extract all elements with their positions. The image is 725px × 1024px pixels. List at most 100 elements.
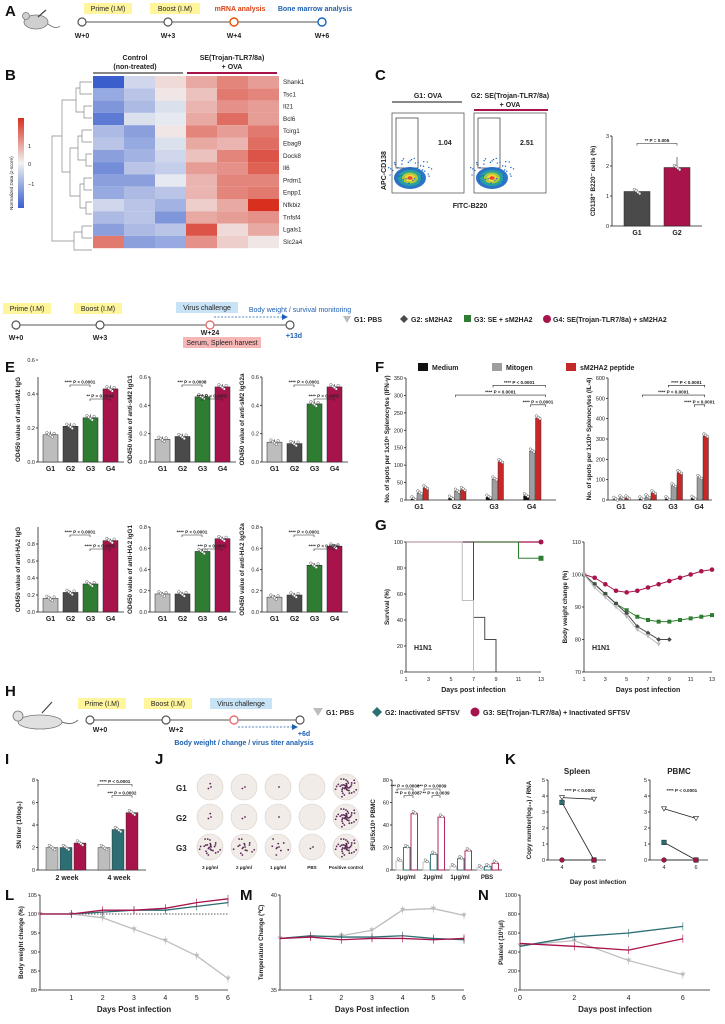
flow1-density-scatter bbox=[420, 177, 423, 179]
j-tick-label: 0 bbox=[386, 868, 389, 874]
lmn-line-g1 bbox=[40, 913, 229, 980]
e-dot bbox=[334, 387, 338, 391]
flow1-density-scatter bbox=[394, 162, 396, 164]
flow2-density-scatter bbox=[484, 158, 487, 160]
e-dot bbox=[224, 384, 228, 388]
flow1-density-scatter bbox=[423, 160, 425, 163]
flow2-density-scatter bbox=[483, 163, 485, 165]
e-sig-bracket bbox=[293, 534, 315, 537]
heatmap-cell bbox=[124, 76, 155, 89]
j-spot bbox=[217, 850, 219, 853]
lmn-xtick: 3 bbox=[132, 995, 136, 1002]
heatmap-cell bbox=[93, 211, 124, 224]
e-y-label: OD450 value of anti-HA2 IgG2a bbox=[239, 523, 246, 616]
flow2-density-scatter bbox=[490, 182, 492, 184]
j-well bbox=[230, 803, 258, 831]
e-bar bbox=[82, 417, 99, 463]
e-dot bbox=[314, 565, 318, 569]
g-wt-point bbox=[688, 572, 693, 577]
i-bar bbox=[125, 812, 139, 871]
c-cat-label: G2 bbox=[672, 230, 681, 237]
j-spot bbox=[350, 844, 353, 846]
f-dot bbox=[451, 497, 455, 501]
j-dot bbox=[406, 845, 410, 849]
heatmap-cell bbox=[186, 112, 217, 126]
j-spot bbox=[341, 847, 344, 849]
e-cat-label: G2 bbox=[178, 466, 187, 473]
flow1-density-scatter bbox=[420, 180, 422, 183]
e-bar bbox=[82, 583, 99, 613]
flow2-density-scatter bbox=[494, 179, 496, 182]
j-spot bbox=[341, 790, 343, 793]
e-sig: **** P < 0.0001 bbox=[65, 530, 96, 535]
e-bar bbox=[194, 551, 211, 613]
lmn-xtick: 1 bbox=[309, 995, 313, 1002]
d-legend: G1: PBS G2: sM2HA2 G3: SE + sM2HA2 G4: S… bbox=[343, 315, 667, 324]
e-dot bbox=[222, 387, 226, 391]
heatmap-cell bbox=[93, 125, 124, 138]
e-tick-label: 0.2 bbox=[139, 432, 147, 438]
g-wt-point bbox=[613, 588, 619, 594]
g-wt-point bbox=[656, 619, 661, 624]
e-tick-label: 0.6 bbox=[251, 375, 259, 381]
event-bone: Bone marrow analysis bbox=[278, 6, 352, 13]
f-left-tick-label: 200 bbox=[394, 428, 403, 434]
lmn-point bbox=[625, 958, 632, 963]
flow2-density-scatter bbox=[479, 166, 481, 169]
heatmap-cell bbox=[124, 112, 155, 126]
j-cat-label: 2μg/ml bbox=[423, 875, 443, 881]
flow2-density-scatter bbox=[509, 173, 511, 175]
d-legend-g2: G2: sM2HA2 bbox=[411, 317, 452, 324]
f-dot bbox=[420, 492, 424, 496]
e-y-label: OD450 value of anti-sM2 IgG2a bbox=[239, 373, 246, 466]
j-well bbox=[298, 803, 326, 831]
lmn-point bbox=[369, 928, 375, 933]
j-spot bbox=[246, 849, 248, 852]
heatmap-cell bbox=[93, 137, 124, 150]
panel-label-h: H bbox=[5, 683, 16, 700]
j-spot bbox=[341, 818, 343, 821]
e-bar bbox=[62, 426, 79, 463]
j-spot bbox=[353, 779, 356, 782]
j-spot bbox=[342, 813, 345, 816]
j-spot bbox=[344, 847, 347, 849]
j-spot bbox=[340, 825, 343, 828]
e-dot bbox=[52, 595, 56, 599]
e-dot bbox=[164, 591, 168, 595]
heatmap-group2-sub: + OVA bbox=[222, 64, 243, 71]
j-spot bbox=[309, 847, 312, 850]
k-sig: **** P < 0.0001 bbox=[667, 788, 698, 793]
f-sig: **** P < 0.0001 bbox=[523, 399, 554, 404]
j-col-label: 3 μg/ml bbox=[202, 865, 218, 870]
flow1-density-scatter bbox=[402, 158, 405, 160]
heatmap-cell bbox=[186, 88, 217, 101]
e-bar bbox=[102, 388, 119, 463]
heatmap-cell bbox=[248, 162, 279, 175]
lmn-xtick: 3 bbox=[370, 995, 374, 1002]
flow-y-label: APC-CD138 bbox=[381, 151, 388, 190]
heatmap-cell bbox=[186, 137, 217, 150]
g-wt-point bbox=[592, 575, 597, 581]
j-sig: *** P = 0.0009 bbox=[418, 784, 447, 789]
j-spot bbox=[287, 848, 290, 851]
f-right-tick-label: 300 bbox=[596, 437, 605, 443]
k-spleen-tick-label: 4 bbox=[542, 794, 545, 800]
e-sig-bracket bbox=[201, 548, 223, 551]
e-dot bbox=[294, 595, 298, 599]
h-legend-g1: G1: PBS bbox=[326, 710, 354, 717]
panel-label-m: M bbox=[240, 887, 253, 904]
j-well bbox=[230, 773, 258, 801]
flow2-density-scatter bbox=[506, 170, 508, 172]
j-spot bbox=[348, 822, 351, 825]
k-pbmc-tick-label: 2 bbox=[644, 826, 647, 832]
j-spot bbox=[353, 782, 356, 785]
h-day-6: +6d bbox=[298, 731, 310, 738]
flow1-density-scatter bbox=[430, 168, 433, 170]
f-dot bbox=[700, 476, 704, 480]
heatmap-cell bbox=[248, 174, 279, 187]
j-bar bbox=[395, 860, 403, 871]
k-line-g2 bbox=[663, 842, 697, 861]
heatmap-cell bbox=[155, 186, 186, 199]
g-surv-xtick: 1 bbox=[404, 677, 407, 683]
